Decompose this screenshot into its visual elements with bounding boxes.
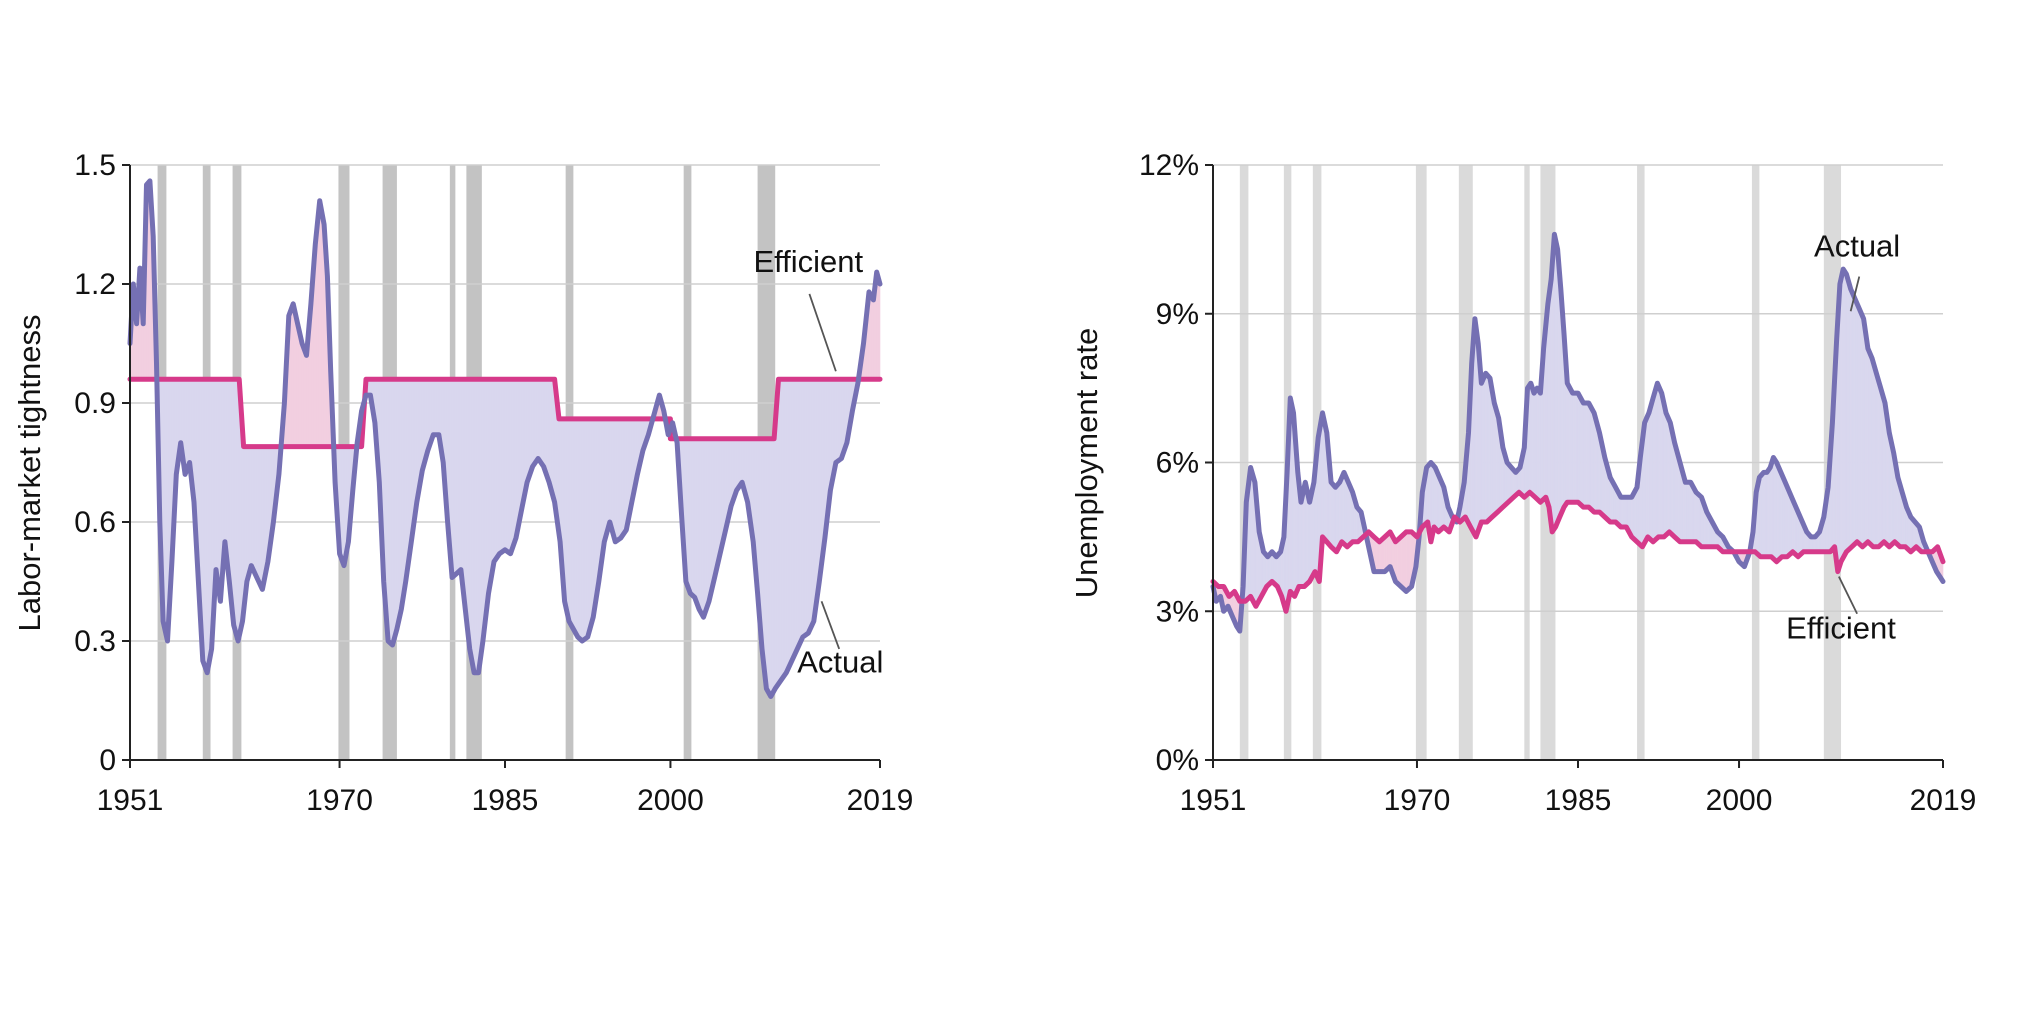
annotation-actual: Actual	[797, 645, 883, 680]
series-line-actual	[127, 178, 883, 699]
y-tick-label: 0%	[1156, 744, 1199, 777]
x-tick-label: 2019	[1910, 784, 1977, 817]
y-tick-label: 0.6	[74, 506, 116, 539]
annotation-leader	[1838, 576, 1858, 615]
series-lines	[1210, 231, 1946, 634]
annotation-leader	[1849, 276, 1861, 312]
series-line-efficient	[1210, 489, 1946, 614]
x-tick-label: 1970	[1384, 784, 1451, 817]
y-tick-label: 12%	[1139, 149, 1199, 182]
unemployment-chart: 0% 3% 6% 9% 12% 1951 1970 1985 2000 2019 Unemplo…	[1069, 149, 1976, 817]
y-tick-label: 0.3	[74, 625, 116, 658]
y-axis-label: Unemployment rate	[1069, 328, 1104, 599]
y-tick-label: 9%	[1156, 298, 1199, 331]
series-line-actual	[1210, 231, 1946, 634]
gap-fill-above	[878, 280, 881, 380]
y-tick-label: 6%	[1156, 447, 1199, 480]
annotations: Efficient Actual	[753, 244, 883, 680]
y-tick-label: 1.2	[74, 268, 116, 301]
x-ticks: 1951 1970 1985 2000 2019	[97, 760, 914, 817]
y-axis-label: Labor-market tightness	[12, 314, 47, 631]
x-tick-label: 1985	[472, 784, 539, 817]
tightness-chart: 0 0.3 0.6 0.9 1.2 1.5 1951 1970 1985 2000 2019 La…	[12, 149, 913, 817]
x-tick-label: 2000	[637, 784, 704, 817]
annotation-efficient: Efficient	[1786, 611, 1896, 646]
y-ticks: 0% 3% 6% 9% 12%	[1139, 149, 1213, 777]
x-tick-label: 1951	[1180, 784, 1247, 817]
series-lines	[127, 178, 883, 699]
x-ticks: 1951 1970 1985 2000 2019	[1180, 760, 1977, 817]
annotations: Actual Efficient	[1786, 229, 1900, 646]
annotation-actual: Actual	[1814, 229, 1900, 264]
y-ticks: 0 0.3 0.6 0.9 1.2 1.5	[74, 149, 130, 777]
annotation-leader	[820, 601, 841, 650]
annotation-efficient: Efficient	[753, 244, 863, 279]
annotation-leader	[808, 293, 837, 372]
x-tick-label: 2000	[1706, 784, 1773, 817]
x-tick-label: 1951	[97, 784, 164, 817]
series-line-efficient	[127, 376, 883, 450]
y-tick-label: 3%	[1156, 595, 1199, 628]
y-tick-label: 0	[99, 744, 116, 777]
x-tick-label: 1985	[1545, 784, 1612, 817]
x-tick-label: 1970	[306, 784, 373, 817]
x-tick-label: 2019	[847, 784, 914, 817]
y-tick-label: 0.9	[74, 387, 116, 420]
y-tick-label: 1.5	[74, 149, 116, 182]
